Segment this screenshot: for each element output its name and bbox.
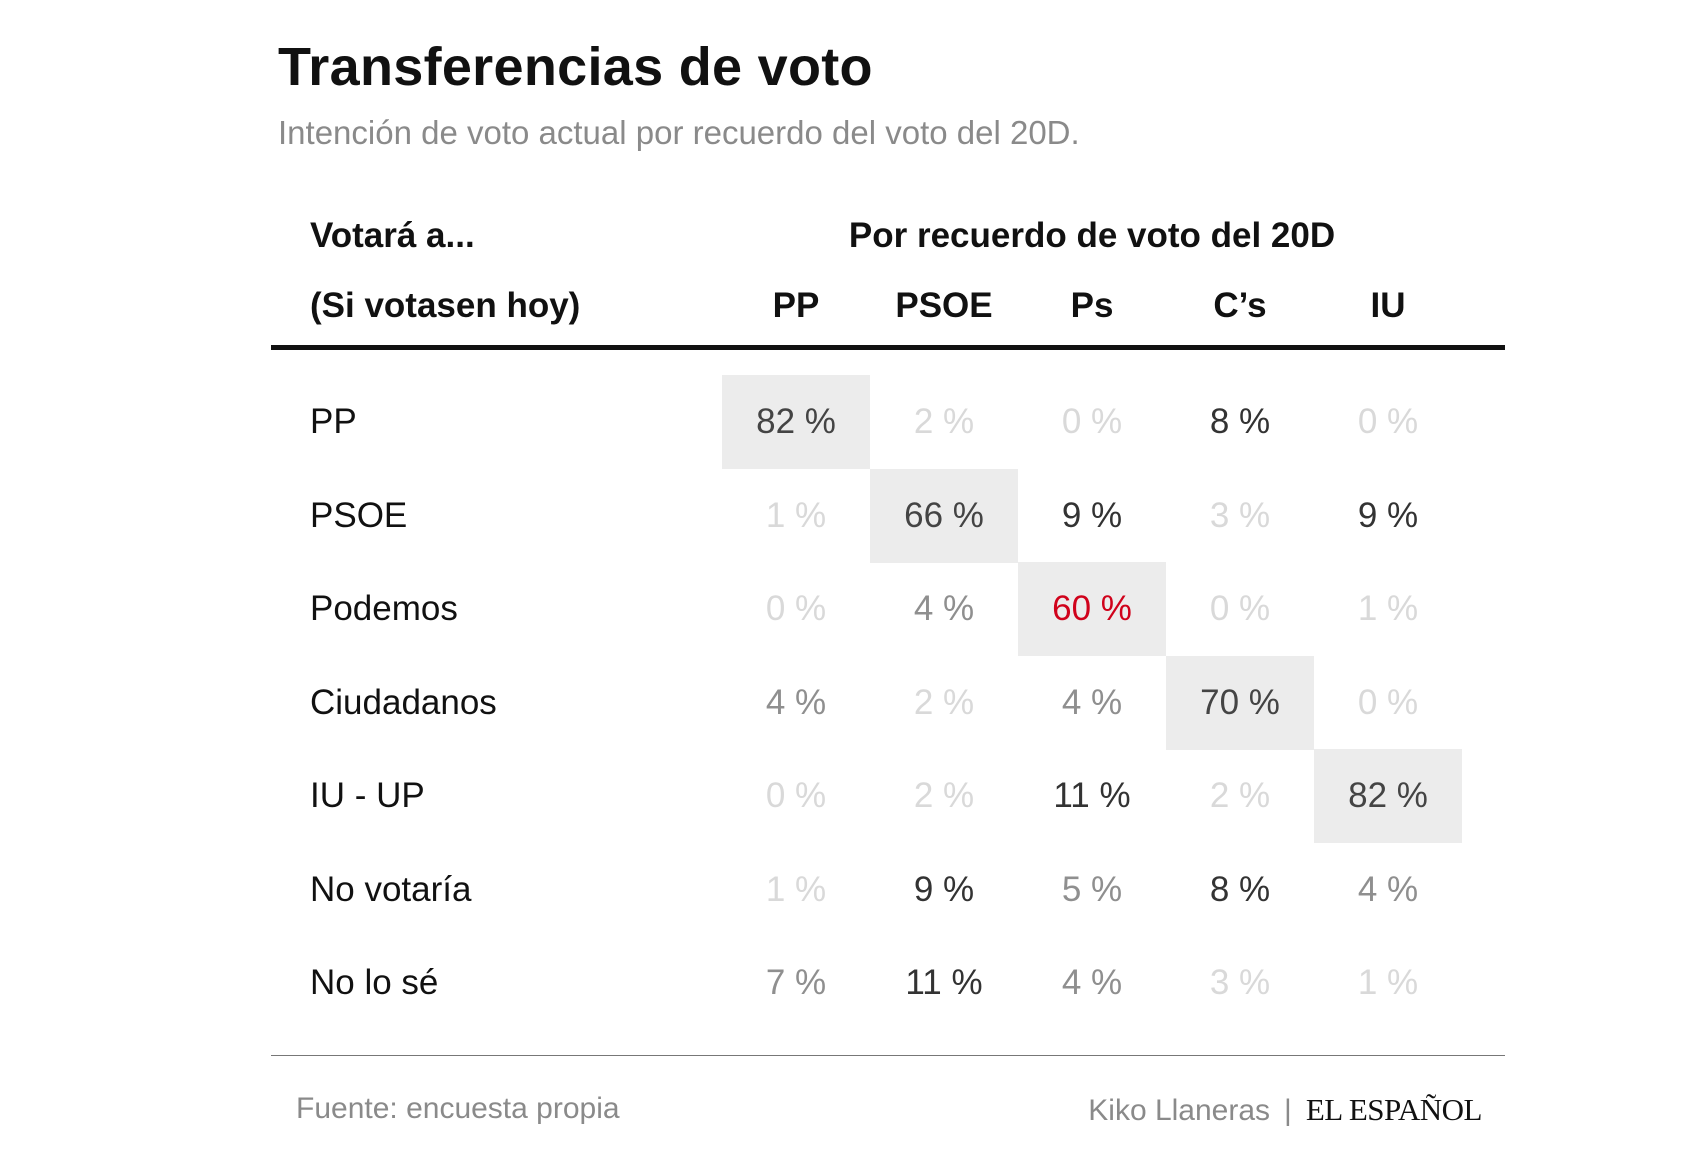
table-cell: 8 % [1209, 869, 1271, 909]
column-header-1: PSOE [895, 286, 993, 325]
row-header-line1: Votará a... [310, 216, 475, 255]
table-cell: 11 % [905, 963, 983, 1002]
table-cell: 2 % [913, 682, 975, 722]
row-label: PSOE [310, 495, 408, 535]
table-cell: 0 % [1357, 682, 1419, 722]
column-header-4: IU [1370, 286, 1406, 325]
credit-separator: | [1284, 1094, 1292, 1127]
table-cell: 1 % [765, 495, 827, 535]
header-rule [271, 345, 1505, 350]
table-cell: 4 % [913, 589, 975, 628]
row-header-line2: (Si votasen hoy) [310, 286, 581, 325]
table-cell: 1 % [1357, 589, 1419, 628]
table-cell: 4 % [1061, 963, 1123, 1002]
table-cell: 9 % [913, 869, 975, 909]
table-cell: 4 % [765, 682, 827, 722]
row-label: Podemos [310, 589, 458, 628]
table-cell: 70 % [1166, 655, 1314, 750]
table-cell: 4 % [1357, 869, 1419, 909]
table-cell: 0 % [765, 589, 827, 628]
table-cell: 66 % [870, 468, 1018, 563]
table-cell: 1 % [1357, 963, 1419, 1002]
table-cell: 7 % [765, 963, 827, 1002]
table-cell: 82 % [1314, 749, 1462, 843]
row-label: No lo sé [310, 963, 439, 1002]
row-label: PP [310, 402, 357, 441]
brand-logo: EL ESPAÑOL [1305, 1092, 1483, 1127]
row-label: No votaría [310, 869, 472, 909]
column-group-header: Por recuerdo de voto del 20D [848, 216, 1336, 255]
row-label: Ciudadanos [310, 682, 497, 722]
table-cell: 4 % [1061, 682, 1123, 722]
table-cell: 82 % [722, 375, 870, 469]
table-cell: 2 % [1209, 776, 1271, 815]
chart-subtitle: Intención de voto actual por recuerdo de… [278, 114, 1080, 151]
table-cell: 3 % [1209, 963, 1271, 1002]
chart-title: Transferencias de voto [278, 37, 873, 97]
table-cell: 0 % [1209, 589, 1271, 628]
table-cell: 2 % [913, 402, 975, 441]
table-cell: 2 % [913, 776, 975, 815]
table-cell: 0 % [1061, 402, 1123, 441]
source-note: Fuente: encuesta propia [296, 1092, 620, 1125]
author-name: Kiko Llaneras [1088, 1094, 1271, 1127]
table-cell: 60 % [1018, 562, 1166, 656]
table-cell: 9 % [1061, 495, 1123, 535]
table-cell: 0 % [765, 776, 827, 815]
column-header-3: C’s [1213, 286, 1267, 325]
column-header-0: PP [772, 286, 820, 325]
table-cell: 5 % [1061, 869, 1123, 909]
credit: Kiko Llaneras | EL ESPAÑOL [1088, 1092, 1482, 1128]
table-cell: 8 % [1209, 402, 1271, 441]
table-cell: 9 % [1357, 495, 1419, 535]
footer-rule [271, 1055, 1505, 1056]
table-cell: 11 % [1053, 776, 1131, 815]
table-cell: 1 % [765, 869, 827, 909]
table-cell: 0 % [1357, 402, 1419, 441]
column-header-2: Ps [1070, 286, 1114, 325]
table-cell: 3 % [1209, 495, 1271, 535]
row-label: IU - UP [310, 776, 425, 815]
